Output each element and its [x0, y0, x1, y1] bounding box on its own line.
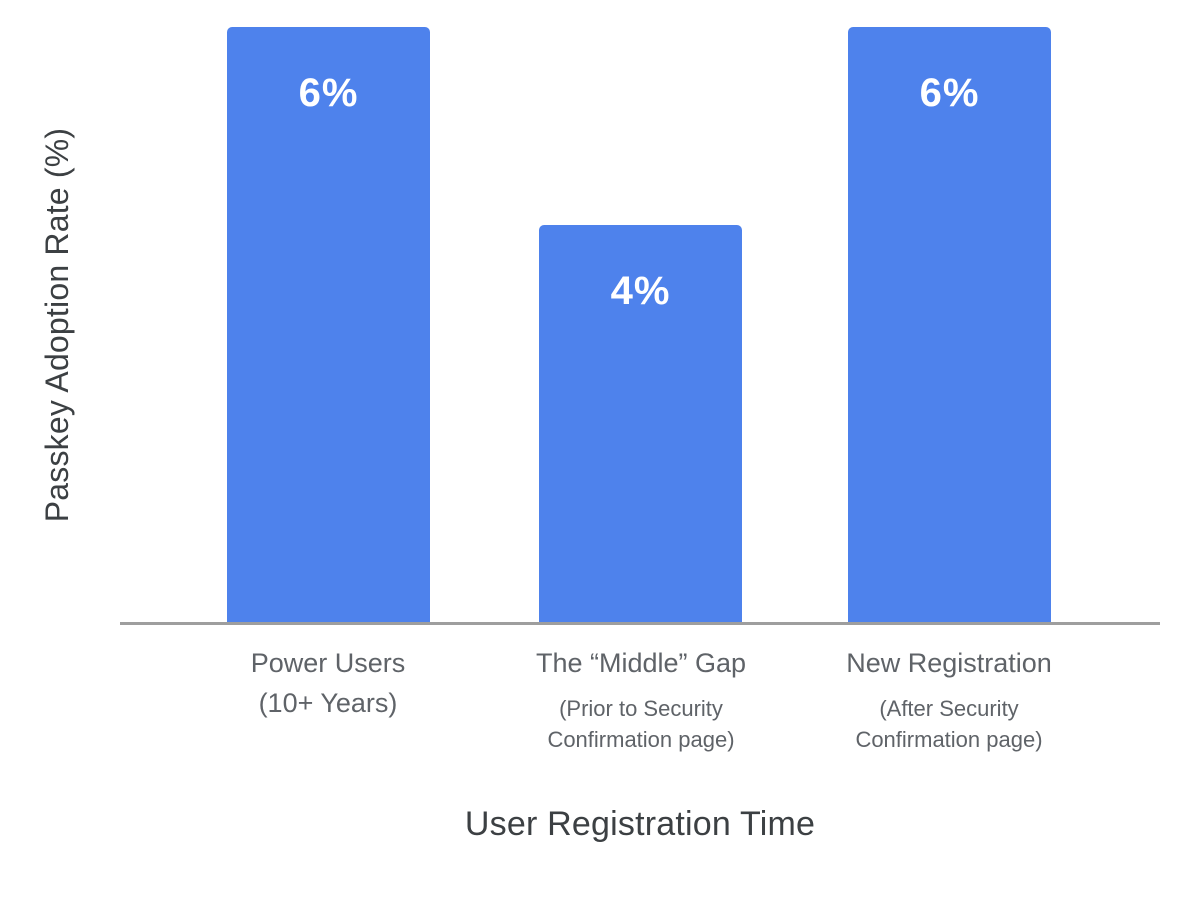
x-tick-label-main: The “Middle” Gap — [535, 648, 747, 678]
bar-power-users: 6% — [227, 27, 430, 622]
bar-value-label: 4% — [610, 269, 671, 313]
bar-middle-gap: 4% — [539, 225, 742, 622]
x-axis-title: User Registration Time — [464, 805, 816, 843]
x-axis-line — [120, 622, 1160, 625]
x-tick-label-middle-gap: The “Middle” Gap (Prior to Security Conf… — [481, 643, 801, 755]
x-tick-label-main: Power Users — [250, 648, 406, 678]
plot-area: 6% 4% 6% — [120, 0, 1160, 625]
bar-new-registration: 6% — [848, 27, 1051, 622]
bar-value-label: 6% — [298, 71, 359, 115]
y-axis-title: Passkey Adoption Rate (%) — [39, 127, 75, 523]
bar-value-label: 6% — [919, 71, 980, 115]
x-tick-label-sub: (After Security Confirmation page) — [855, 696, 1043, 752]
x-tick-label-sub: (10+ Years) — [258, 688, 398, 718]
x-tick-label-new-registration: New Registration (After Security Confirm… — [789, 643, 1109, 755]
x-tick-label-power-users: Power Users (10+ Years) — [168, 643, 488, 723]
x-tick-label-sub: (Prior to Security Confirmation page) — [547, 696, 735, 752]
x-tick-label-main: New Registration — [846, 648, 1052, 678]
